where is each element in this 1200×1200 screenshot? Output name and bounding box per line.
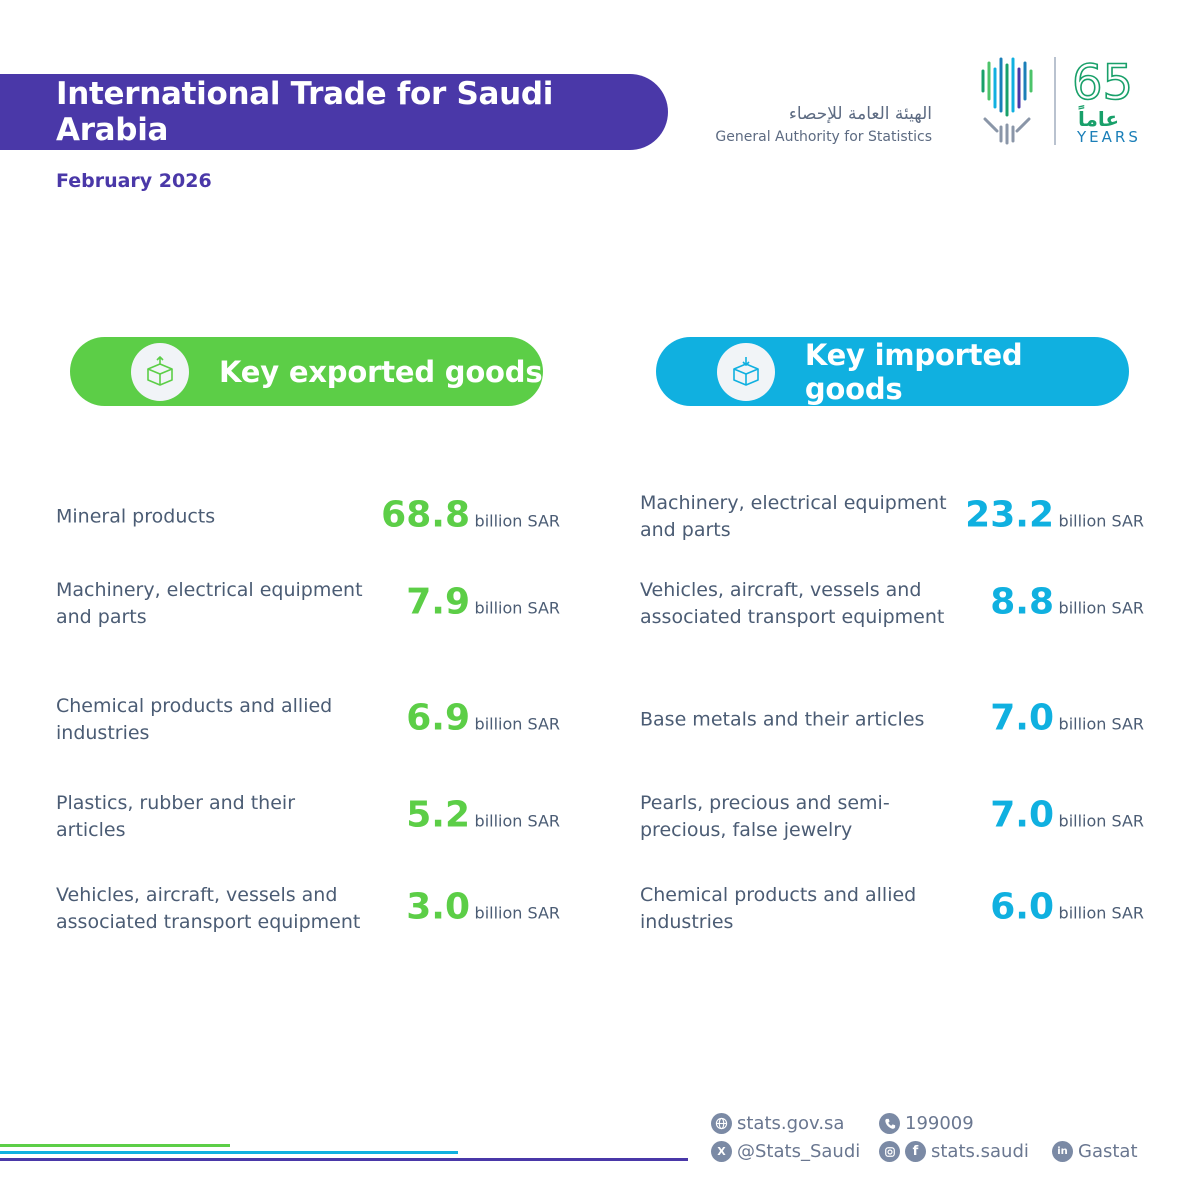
title-banner: International Trade for Saudi Arabia	[0, 74, 668, 150]
twitter-link[interactable]: X @Stats_Saudi	[711, 1141, 860, 1162]
export-item-name: Plastics, rubber and their articles	[56, 792, 296, 841]
exported-goods-header: Key exported goods	[70, 337, 543, 406]
export-item-unit: billion SAR	[474, 598, 560, 618]
x-twitter-icon: X	[711, 1141, 732, 1162]
globe-icon	[711, 1113, 732, 1134]
logo-arabic-name: الهيئة العامة للإحصاء	[788, 104, 932, 124]
export-item-value: 7.9	[406, 581, 470, 623]
page-title: International Trade for Saudi Arabia	[56, 76, 554, 148]
import-item-unit: billion SAR	[1058, 903, 1144, 923]
import-item-unit: billion SAR	[1058, 714, 1144, 734]
linkedin-link[interactable]: in Gastat	[1052, 1141, 1138, 1162]
social-text: stats.saudi	[931, 1141, 1029, 1162]
import-item-unit: billion SAR	[1058, 811, 1144, 831]
import-item-name: Chemical products and allied industries	[640, 884, 917, 933]
export-item-unit: billion SAR	[474, 714, 560, 734]
import-row: Base metals and their articles 7.0 billi…	[640, 690, 1144, 750]
import-item-value: 6.0	[990, 886, 1054, 928]
import-item-name: Vehicles, aircraft, vessels and associat…	[640, 579, 945, 628]
twitter-text: @Stats_Saudi	[737, 1141, 861, 1162]
import-item-value: 7.0	[990, 794, 1054, 836]
website-link[interactable]: stats.gov.sa	[711, 1113, 844, 1134]
logo-divider	[1054, 57, 1056, 145]
anniversary-english: YEARS	[1077, 128, 1141, 146]
import-item-name: Base metals and their articles	[640, 708, 925, 731]
anniversary-number: 65	[1072, 55, 1133, 110]
import-item-unit: billion SAR	[1058, 598, 1144, 618]
export-row: Mineral products 68.8 billion SAR	[56, 487, 560, 547]
linkedin-text: Gastat	[1078, 1141, 1138, 1162]
export-item-unit: billion SAR	[474, 811, 560, 831]
import-item-unit: billion SAR	[1058, 511, 1144, 531]
export-row: Plastics, rubber and their articles 5.2 …	[56, 787, 560, 847]
import-item-value: 8.8	[990, 581, 1054, 623]
footer-line-purple	[0, 1158, 688, 1161]
export-item-name: Chemical products and allied industries	[56, 695, 333, 744]
phone-icon	[879, 1113, 900, 1134]
footer-line-green	[0, 1144, 230, 1147]
instagram-icon	[879, 1141, 900, 1162]
export-row: Vehicles, aircraft, vessels and associat…	[56, 879, 560, 939]
phone-text: 199009	[905, 1113, 974, 1134]
logo-english-name: General Authority for Statistics	[715, 129, 932, 145]
gastat-emblem-icon	[981, 57, 1033, 145]
gastat-logo: الهيئة العامة للإحصاء General Authority …	[715, 55, 1160, 155]
report-date: February 2026	[56, 170, 212, 192]
export-item-value: 68.8	[381, 494, 470, 536]
box-import-icon	[717, 342, 775, 401]
export-item-value: 5.2	[406, 794, 470, 836]
import-row: Pearls, precious and semi-precious, fals…	[640, 787, 1144, 847]
export-item-unit: billion SAR	[474, 511, 560, 531]
exported-goods-label: Key exported goods	[219, 354, 543, 389]
export-row: Chemical products and allied industries …	[56, 690, 560, 750]
anniversary-arabic: عاماً	[1078, 107, 1120, 131]
import-row: Machinery, electrical equipment and part…	[640, 487, 1144, 547]
export-row: Machinery, electrical equipment and part…	[56, 574, 560, 634]
social-link[interactable]: f stats.saudi	[879, 1141, 1029, 1162]
phone-link[interactable]: 199009	[879, 1113, 974, 1134]
linkedin-icon: in	[1052, 1141, 1073, 1162]
export-item-name: Vehicles, aircraft, vessels and associat…	[56, 884, 361, 933]
export-item-unit: billion SAR	[474, 903, 560, 923]
footer-line-blue	[0, 1151, 458, 1154]
import-item-name: Pearls, precious and semi-precious, fals…	[640, 792, 890, 841]
import-item-name: Machinery, electrical equipment and part…	[640, 492, 947, 541]
facebook-icon: f	[905, 1141, 926, 1162]
export-item-value: 3.0	[406, 886, 470, 928]
import-row: Chemical products and allied industries …	[640, 879, 1144, 939]
imported-goods-header: Key imported goods	[656, 337, 1129, 406]
anniversary-65-icon: 65	[1071, 55, 1134, 110]
export-item-value: 6.9	[406, 697, 470, 739]
website-text: stats.gov.sa	[737, 1113, 845, 1134]
export-item-name: Machinery, electrical equipment and part…	[56, 579, 363, 628]
import-item-value: 7.0	[990, 697, 1054, 739]
export-item-name: Mineral products	[56, 505, 216, 528]
imported-goods-label: Key imported goods	[804, 337, 1023, 406]
import-row: Vehicles, aircraft, vessels and associat…	[640, 574, 1144, 634]
box-export-icon	[131, 342, 189, 401]
import-item-value: 23.2	[965, 494, 1054, 536]
